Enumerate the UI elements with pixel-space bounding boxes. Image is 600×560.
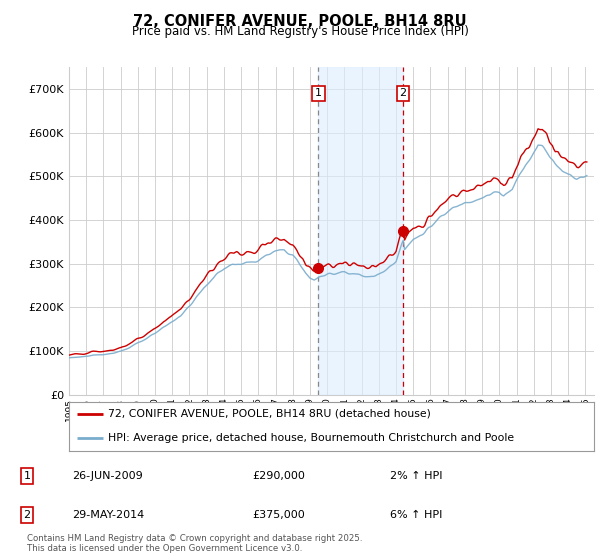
Text: 2% ↑ HPI: 2% ↑ HPI	[390, 471, 443, 481]
Text: £375,000: £375,000	[252, 510, 305, 520]
Bar	[319, 67, 403, 395]
Text: 29-MAY-2014: 29-MAY-2014	[72, 510, 144, 520]
Text: £290,000: £290,000	[252, 471, 305, 481]
Text: 2: 2	[23, 510, 31, 520]
Text: Price paid vs. HM Land Registry's House Price Index (HPI): Price paid vs. HM Land Registry's House …	[131, 25, 469, 38]
Text: 6% ↑ HPI: 6% ↑ HPI	[390, 510, 442, 520]
Text: HPI: Average price, detached house, Bournemouth Christchurch and Poole: HPI: Average price, detached house, Bour…	[109, 433, 515, 444]
Text: 72, CONIFER AVENUE, POOLE, BH14 8RU: 72, CONIFER AVENUE, POOLE, BH14 8RU	[133, 14, 467, 29]
Text: 72, CONIFER AVENUE, POOLE, BH14 8RU (detached house): 72, CONIFER AVENUE, POOLE, BH14 8RU (det…	[109, 409, 431, 419]
Text: 26-JUN-2009: 26-JUN-2009	[72, 471, 143, 481]
Text: Contains HM Land Registry data © Crown copyright and database right 2025.
This d: Contains HM Land Registry data © Crown c…	[27, 534, 362, 553]
Text: 2: 2	[400, 88, 407, 99]
Text: 1: 1	[23, 471, 31, 481]
Text: 1: 1	[315, 88, 322, 99]
